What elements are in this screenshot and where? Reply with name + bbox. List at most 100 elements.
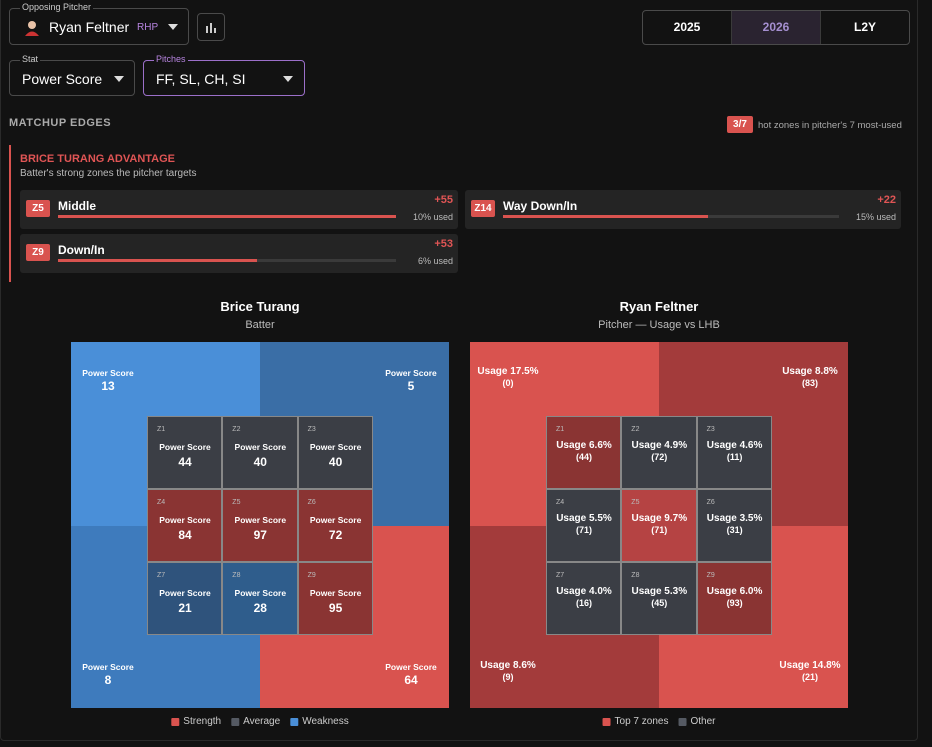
zone-label: Usage 3.5% bbox=[706, 513, 763, 524]
zone-label: Power Score bbox=[309, 588, 362, 598]
inner-grid: Z1 Usage 6.6% (44) Z2 Usage 4.9% (72) Z3 Usage … bbox=[546, 416, 772, 635]
zone-value: 72 bbox=[328, 528, 343, 542]
outer-zone-label: Power Score bbox=[82, 368, 134, 378]
field-label: Pitches bbox=[154, 54, 188, 64]
zone-value: 44 bbox=[178, 455, 192, 469]
zone-value: 40 bbox=[328, 455, 343, 469]
zone-id: Z4 bbox=[157, 499, 166, 506]
zone-label: Usage 5.5% bbox=[556, 513, 612, 524]
zone-id: Z3 bbox=[706, 426, 715, 433]
zone-value: 40 bbox=[253, 455, 267, 469]
zone-cell: Z4 Usage 5.5% (71) bbox=[547, 490, 621, 561]
stat-value: Power Score bbox=[22, 71, 103, 87]
zone-cell: Z4 Power Score 84 bbox=[148, 490, 222, 561]
zone-cell: Z9 Power Score 95 bbox=[298, 563, 372, 634]
zone-label: Usage 5.3% bbox=[631, 586, 688, 597]
usage-bar bbox=[503, 215, 708, 218]
section-title: MATCHUP EDGES bbox=[9, 117, 112, 129]
legend-swatch bbox=[171, 717, 180, 726]
edge-card: Z14 Way Down/In +22 15% used bbox=[465, 190, 901, 229]
zone-badge: Z5 bbox=[26, 200, 50, 217]
panel-title: Ryan Feltner bbox=[619, 299, 699, 314]
usage-track bbox=[58, 259, 396, 262]
zone-id: Z1 bbox=[556, 426, 565, 433]
caret bbox=[114, 76, 124, 82]
pitcher-name: Ryan Feltner bbox=[49, 19, 130, 35]
zone-badge: Z14 bbox=[471, 200, 495, 217]
zone-cell: Z6 Power Score 72 bbox=[298, 490, 372, 561]
legend-swatch bbox=[231, 717, 240, 726]
edge-usage: 10% used bbox=[412, 212, 453, 222]
legend-label: Average bbox=[243, 716, 281, 727]
zone-label: Power Score bbox=[309, 515, 362, 525]
outer-zone-value: 8 bbox=[104, 673, 112, 687]
legend-swatch bbox=[290, 717, 299, 726]
badge-text: hot zones in pitcher's 7 most-used bbox=[758, 120, 902, 131]
outer-zone-value: 5 bbox=[407, 379, 415, 393]
edge-card: Z5 Middle +55 10% used bbox=[20, 190, 458, 229]
zone-value: 95 bbox=[328, 601, 343, 615]
legend-item: Strength bbox=[171, 716, 221, 727]
zone-label: Power Score bbox=[234, 442, 287, 452]
usage-bar bbox=[58, 259, 258, 262]
legend-item: Average bbox=[231, 716, 280, 727]
zone-label: Power Score bbox=[234, 588, 287, 598]
year-option[interactable]: 2026 bbox=[731, 11, 820, 44]
year-option[interactable]: L2Y bbox=[820, 11, 909, 44]
outer-zone-label: Power Score bbox=[385, 368, 437, 378]
outer-zone-value: (83) bbox=[801, 378, 819, 388]
zone-id: Z9 bbox=[706, 572, 715, 579]
zone-value: (45) bbox=[651, 598, 668, 608]
zone-cell: Z7 Power Score 21 bbox=[148, 563, 222, 634]
legend-label: Weakness bbox=[302, 716, 349, 727]
usage-track bbox=[503, 215, 839, 218]
zone-value: (11) bbox=[726, 452, 743, 462]
zone-value: (72) bbox=[651, 452, 668, 462]
zone-cell: Z8 Usage 5.3% (45) bbox=[622, 563, 696, 634]
zone-label: Usage 6.0% bbox=[706, 586, 763, 597]
zone-label: Usage 4.0% bbox=[556, 586, 612, 597]
edge-delta: +22 bbox=[877, 194, 896, 206]
zone-id: Z5 bbox=[631, 499, 640, 506]
outer-zone-label: Usage 8.8% bbox=[782, 366, 838, 377]
zone-value: (71) bbox=[651, 525, 668, 535]
zone-cell: Z5 Usage 9.7% (71) bbox=[622, 490, 696, 561]
stat-select[interactable]: Stat Power Score bbox=[9, 54, 135, 96]
zone-label: Power Score bbox=[159, 515, 211, 525]
legend: Strength Average Weakness bbox=[171, 716, 349, 727]
zone-id: Z6 bbox=[307, 499, 316, 506]
outer-zone-value: (9) bbox=[502, 672, 514, 682]
zone-label: Usage 4.6% bbox=[706, 440, 763, 451]
year-option[interactable]: 2025 bbox=[673, 20, 701, 34]
zone-cell: Z7 Usage 4.0% (16) bbox=[547, 563, 621, 634]
zone-grid: Usage 17.5% (0) Usage 8.8% (83) Usage 8.6% (9… bbox=[470, 342, 848, 708]
field-label: Stat bbox=[20, 54, 41, 64]
zone-label: Power Score bbox=[234, 515, 287, 525]
outer-zone-label: Usage 14.8% bbox=[779, 660, 841, 671]
zone-value: 28 bbox=[253, 601, 267, 615]
field-label: Opposing Pitcher bbox=[20, 2, 94, 12]
usage-track bbox=[58, 215, 396, 218]
legend-label: Other bbox=[690, 716, 716, 727]
edge-card: Z9 Down/In +53 6% used bbox=[20, 234, 458, 273]
pitcher-select[interactable]: Opposing Pitcher Ryan Feltner RHP bbox=[9, 2, 189, 45]
zone-label: Usage 6.6% bbox=[556, 440, 612, 451]
accent-bar bbox=[9, 145, 11, 282]
zone-id: Z8 bbox=[232, 572, 241, 579]
caret bbox=[168, 24, 178, 30]
outer-zone-value: (21) bbox=[801, 672, 819, 682]
edge-usage: 6% used bbox=[417, 256, 453, 266]
chart-button[interactable] bbox=[197, 13, 225, 41]
zone-badge: Z9 bbox=[26, 244, 50, 261]
zone-grid: Power Score 13 Power Score 5 Power Score 8 Pow… bbox=[71, 342, 449, 708]
zone-cell: Z9 Usage 6.0% (93) bbox=[697, 563, 771, 634]
legend-item: Top 7 zones bbox=[602, 716, 668, 727]
legend-swatch bbox=[602, 717, 611, 726]
edge-name: Down/In bbox=[58, 243, 105, 257]
zone-label: Usage 9.7% bbox=[631, 513, 688, 524]
zone-value: 21 bbox=[178, 601, 192, 615]
edge-usage: 15% used bbox=[855, 212, 896, 222]
zone-value: (71) bbox=[575, 525, 593, 535]
pitches-select[interactable]: Pitches FF, SL, CH, SI bbox=[143, 54, 305, 96]
zone-id: Z7 bbox=[157, 572, 166, 579]
